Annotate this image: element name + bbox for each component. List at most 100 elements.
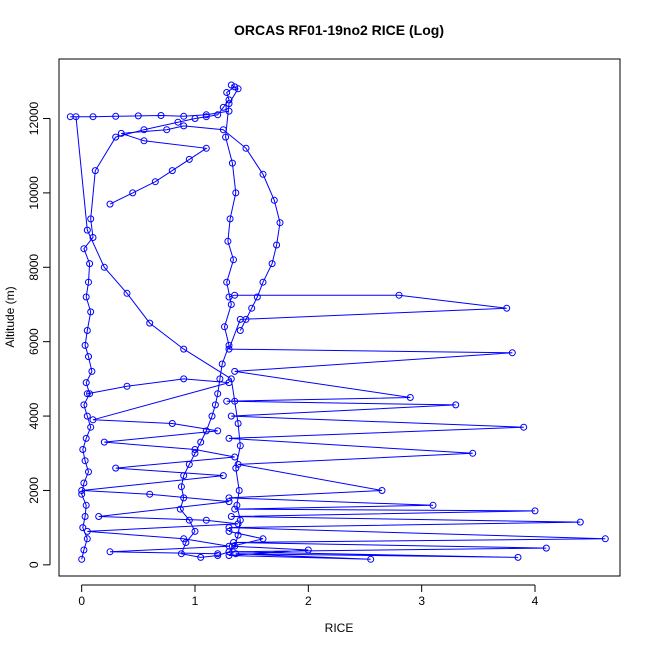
data-point	[227, 301, 235, 308]
x-tick-label: 2	[305, 594, 312, 608]
data-point	[87, 215, 95, 223]
y-tick-label: 0	[27, 561, 41, 568]
x-tick-label: 1	[192, 594, 199, 608]
data-point	[429, 501, 437, 509]
data-point	[202, 111, 210, 119]
data-point	[177, 483, 185, 491]
data-point	[168, 167, 176, 175]
data-point	[378, 487, 386, 494]
data-point	[66, 113, 74, 121]
data-point	[82, 379, 90, 387]
data-point	[85, 468, 92, 476]
data-point	[234, 520, 242, 528]
data-point	[218, 360, 226, 368]
data-point	[146, 319, 154, 327]
data-point	[367, 555, 375, 563]
data-point	[81, 341, 89, 349]
data-point	[222, 133, 230, 141]
data-point	[89, 234, 97, 241]
data-point	[86, 260, 94, 268]
data-point	[140, 126, 148, 134]
data-point	[224, 237, 232, 245]
data-point	[227, 81, 235, 89]
data-point	[191, 449, 199, 457]
data-point	[129, 189, 137, 197]
data-point	[83, 226, 91, 234]
data-point	[176, 505, 184, 513]
data-point	[225, 552, 233, 559]
data-point	[202, 427, 210, 435]
data-point	[227, 375, 235, 383]
data-point	[80, 401, 88, 409]
data-point	[231, 83, 239, 91]
data-point	[233, 501, 241, 509]
data-point	[123, 289, 131, 297]
data-point	[180, 535, 188, 543]
y-tick-label: 2000	[27, 477, 41, 504]
data-point	[248, 304, 256, 312]
data-point	[146, 490, 154, 498]
data-point	[601, 535, 609, 543]
data-point	[117, 129, 125, 137]
data-point	[230, 539, 237, 546]
data-point	[231, 291, 239, 299]
data-point	[83, 535, 91, 543]
data-point	[168, 420, 176, 427]
data-point	[180, 345, 188, 353]
series-line	[109, 125, 281, 331]
data-point	[208, 412, 216, 420]
data-point	[100, 438, 108, 446]
data-point	[180, 122, 188, 130]
data-point	[253, 293, 261, 301]
data-point	[157, 112, 165, 119]
data-point	[112, 133, 120, 141]
data-point	[225, 379, 233, 387]
x-tick-label: 4	[532, 594, 539, 608]
data-point	[174, 118, 182, 126]
data-point	[185, 155, 193, 163]
data-point	[395, 291, 403, 299]
series-1	[223, 291, 609, 563]
data-point	[83, 390, 91, 398]
data-point	[112, 464, 120, 472]
data-point	[259, 278, 267, 286]
data-point	[151, 178, 159, 186]
data-point	[225, 434, 233, 442]
data-point	[232, 550, 240, 558]
data-point	[503, 304, 511, 312]
series-line	[226, 294, 606, 560]
data-point	[180, 375, 188, 383]
data-point	[89, 416, 97, 424]
data-point	[85, 353, 92, 361]
data-point	[219, 472, 227, 480]
y-tick-label: 6000	[27, 328, 41, 355]
data-point	[231, 367, 239, 375]
data-point	[191, 115, 199, 122]
data-point	[95, 513, 103, 520]
data-point	[106, 548, 114, 556]
data-point	[225, 100, 233, 108]
y-tick-label: 4000	[27, 402, 41, 429]
data-point	[81, 457, 89, 465]
data-point	[85, 278, 92, 286]
data-point	[134, 112, 142, 120]
data-point	[270, 196, 278, 204]
data-point	[225, 345, 233, 353]
data-point	[202, 144, 210, 152]
data-point	[542, 544, 550, 552]
data-point	[236, 442, 244, 450]
data-point	[202, 113, 210, 121]
data-point	[88, 367, 96, 375]
data-point	[197, 438, 205, 446]
data-point	[230, 256, 237, 264]
data-point	[214, 390, 222, 398]
data-point	[82, 434, 90, 442]
data-point	[91, 167, 99, 175]
data-point	[177, 550, 185, 558]
series-line	[70, 84, 241, 560]
data-point	[87, 423, 95, 431]
series-layer	[66, 81, 609, 563]
data-point	[80, 546, 88, 554]
data-point	[79, 524, 87, 532]
